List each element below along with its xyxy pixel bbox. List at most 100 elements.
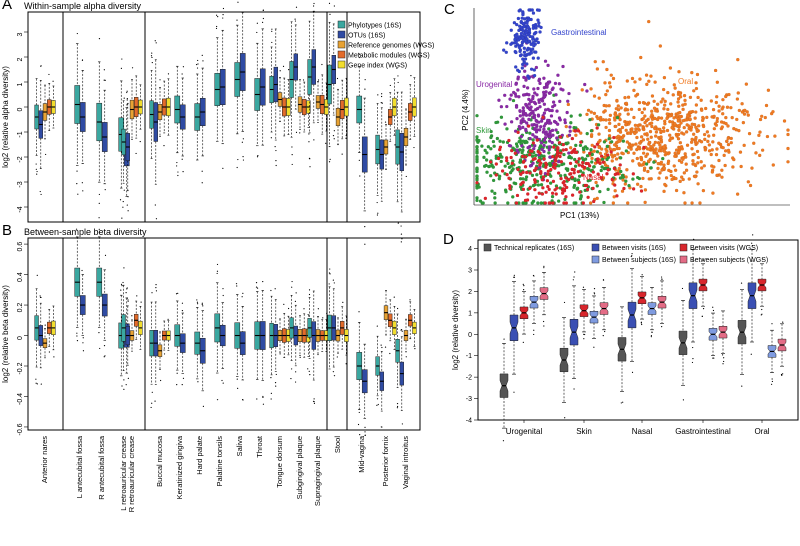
- box-bswgs: [539, 265, 549, 327]
- y-tick-label: 1: [17, 82, 24, 86]
- outlier-point: [328, 283, 330, 285]
- scatter-point: [485, 151, 489, 155]
- scatter-point: [494, 120, 498, 125]
- outlier-point: [256, 31, 258, 34]
- outlier-point: [181, 73, 183, 75]
- scatter-point: [663, 99, 667, 104]
- scatter-point: [540, 178, 545, 182]
- scatter-point: [645, 152, 650, 156]
- scatter-point: [662, 166, 667, 170]
- outlier-point: [336, 356, 338, 358]
- box-metab: [388, 84, 393, 142]
- scatter-point: [569, 150, 574, 155]
- box-refgen: [403, 318, 409, 358]
- box-refgen: [335, 77, 341, 146]
- box-refgen: [42, 84, 48, 156]
- scatter-point: [542, 76, 546, 80]
- box-bvwgs: [708, 306, 718, 359]
- outlier-point: [155, 284, 157, 286]
- scatter-point: [602, 140, 607, 144]
- outlier-point: [201, 170, 203, 172]
- scatter-point: [509, 120, 514, 124]
- scatter-point: [527, 102, 531, 106]
- box-metab: [302, 79, 307, 133]
- outlier-point: [692, 357, 694, 360]
- scatter-point: [688, 117, 692, 121]
- outlier-point: [384, 121, 387, 123]
- box-phylo: [356, 311, 363, 436]
- scatter-point: [543, 201, 548, 205]
- y-tick-label: 0: [17, 336, 24, 340]
- scatter-point: [599, 168, 603, 173]
- outlier-point: [126, 288, 128, 290]
- outlier-point: [325, 142, 327, 144]
- scatter-point: [546, 118, 550, 123]
- box-metab: [320, 317, 325, 352]
- outlier-point: [154, 40, 156, 42]
- scatter-point: [532, 116, 537, 120]
- scatter-point: [604, 104, 608, 108]
- scatter-point: [715, 173, 719, 178]
- scatter-point: [693, 116, 697, 120]
- scatter-point: [521, 21, 525, 26]
- box-phylo: [269, 289, 274, 400]
- scatter-point: [567, 154, 572, 159]
- legend-label: Technical replicates (16S): [494, 245, 574, 252]
- outlier-point: [364, 88, 366, 90]
- scatter-point: [717, 104, 721, 108]
- scatter-point: [668, 66, 673, 70]
- scatter-point: [652, 106, 657, 110]
- scatter-point: [572, 147, 577, 152]
- outlier-point: [274, 382, 277, 384]
- scatter-point: [681, 107, 685, 112]
- outlier-point: [81, 182, 83, 184]
- scatter-point: [678, 141, 683, 145]
- scatter-point: [547, 139, 552, 143]
- outlier-point: [781, 374, 783, 376]
- scatter-point: [621, 139, 626, 143]
- outlier-point: [197, 59, 199, 62]
- scatter-point: [486, 145, 491, 149]
- scatter-point: [567, 151, 571, 155]
- scatter-point: [497, 177, 502, 181]
- scatter-point: [650, 109, 654, 113]
- outlier-point: [345, 363, 347, 365]
- legend-label: Phylotypes (16S): [348, 23, 401, 30]
- scatter-point: [524, 170, 529, 175]
- scatter-point: [735, 192, 740, 196]
- box-gene: [166, 73, 171, 136]
- scatter-point: [539, 171, 543, 175]
- scatter-point: [690, 122, 694, 126]
- scatter-point: [715, 94, 719, 99]
- scatter-point: [493, 201, 497, 205]
- scatter-point: [674, 148, 679, 152]
- scatter-point: [521, 180, 525, 185]
- scatter-point: [541, 115, 545, 120]
- scatter-point: [558, 173, 563, 178]
- scatter-point: [574, 150, 579, 155]
- outlier-point: [155, 218, 158, 220]
- scatter-point: [586, 108, 591, 113]
- legend-label: Between subjects (WGS): [690, 257, 768, 264]
- outlier-point: [299, 132, 301, 134]
- outlier-point: [692, 346, 694, 349]
- outlier-point: [393, 296, 395, 298]
- outlier-point: [222, 17, 224, 19]
- scatter-point: [555, 109, 559, 113]
- scatter-point: [735, 97, 740, 101]
- box-bswgs: [599, 279, 609, 337]
- scatter-point: [638, 77, 642, 81]
- outlier-point: [120, 289, 122, 291]
- scatter-point: [642, 127, 646, 132]
- scatter-point: [499, 115, 504, 119]
- outlier-point: [122, 200, 124, 203]
- outlier-point: [712, 309, 715, 312]
- scatter-point: [511, 167, 515, 171]
- outlier-point: [127, 377, 129, 379]
- scatter-point: [567, 91, 571, 96]
- y-tick-label: -4: [466, 418, 472, 425]
- scatter-point: [637, 161, 641, 166]
- outlier-point: [364, 79, 366, 81]
- outlier-point: [262, 396, 264, 399]
- outlier-point: [75, 228, 78, 230]
